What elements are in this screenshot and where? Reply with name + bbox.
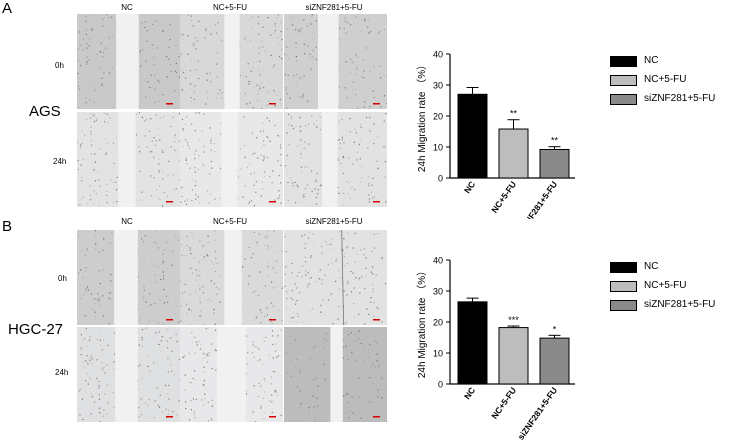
chart-b-bar [457,301,488,385]
panel-a-letter: A [2,0,13,17]
panel-a-col-si-5fu: siZNF281+5-FU [305,3,363,12]
chart-a-bar [539,148,570,179]
bar-chart-ags: 0 10 20 30 40 24h Migration rate （%） NC ** NC+5-… [416,50,575,219]
chart-a-significance: ** [551,136,559,146]
chart-a-y-tick-label: 30 [433,81,443,91]
chart-b-significance: *** [508,315,519,325]
chart-a-y-tick-label: 20 [433,112,443,122]
legend-b-nc-label: NC [644,261,659,272]
chart-a-significance: ** [510,109,518,119]
microscopy-image [284,230,387,325]
legend-a-si-5fu-swatch [610,94,637,105]
legend-a-nc-5fu-label: NC+5-FU [644,74,687,85]
chart-a-bar [498,128,529,179]
chart-a-y-tick-label: 0 [438,174,443,184]
panel-b-letter: B [2,218,13,235]
microscopy-image [77,112,180,207]
legend-a-si-5fu-label: siZNF281+5-FU [644,93,716,104]
microscopy-image [77,14,180,109]
panel-a-cell-line: AGS [29,103,61,120]
legend-b-nc-5fu-label: NC+5-FU [644,280,687,291]
panel-a-row-0h: 0h [55,61,64,70]
chart-b-y-tick-label: 30 [433,287,443,297]
panel-b-row-0h: 0h [58,274,67,283]
legend-b-nc-5fu-swatch [610,281,637,292]
chart-b-category-label: NC [462,385,477,401]
panel-b-cell-line: HGC-27 [8,321,64,338]
chart-b-y-axis-label: 24h Migration rate （%） [416,266,428,378]
legend-b-si-5fu-swatch [610,300,637,311]
microscopy-image [180,14,283,109]
microscopy-image [77,230,180,325]
chart-b-y-tick-label: 10 [433,349,443,359]
microscopy-image [180,230,283,325]
microscopy-image [284,112,387,207]
chart-b-bar [539,337,570,385]
chart-a-category-label: NC+5-FU [489,179,518,214]
panel-a-row-24h: 24h [53,157,67,166]
panel-a-col-nc: NC [121,3,133,12]
chart-a-bar [457,93,488,179]
microscopy-image [284,14,387,109]
panel-a-col-nc-5fu: NC+5-FU [212,3,247,12]
microscopy-image [180,112,283,207]
panel-b-col-nc-5fu: NC+5-FU [212,217,247,226]
panel-b-col-nc: NC [121,217,133,226]
panel-b-row-24h: 24h [55,368,69,377]
chart-b-y-tick-label: 0 [438,380,443,390]
chart-b-y-tick-label: 20 [433,318,443,328]
panel-b-col-si-5fu: siZNF281+5-FU [305,217,363,226]
chart-a-y-axis-label: 24h Migration rate （%） [416,60,428,172]
chart-b-category-label: NC+5-FU [489,385,518,420]
chart-b-category-label: siZNF281+5-FU [516,385,560,440]
chart-b-y-tick-label: 40 [433,256,443,266]
chart-a-y-tick-label: 10 [433,143,443,153]
microscopy-image [284,327,387,422]
chart-b-bar [498,327,529,385]
legend-a-nc-swatch [610,56,637,67]
chart-b-significance: * [553,324,557,334]
chart-a-category-label: NC [462,179,477,195]
legend-a-nc-5fu-swatch [610,75,637,86]
chart-a-y-tick-label: 40 [433,50,443,60]
microscopy-image [77,327,180,422]
chart-a-category-label: siZNF281+5-FU [516,179,560,219]
legend-b-si-5fu-label: siZNF281+5-FU [644,299,716,310]
bar-chart-hgc27: 0 10 20 30 40 24h Migration rate （%） NC *** NC+5… [416,256,575,440]
legend-a-nc-label: NC [644,55,659,66]
microscopy-image [180,327,283,422]
legend-b-nc-swatch [610,262,637,273]
